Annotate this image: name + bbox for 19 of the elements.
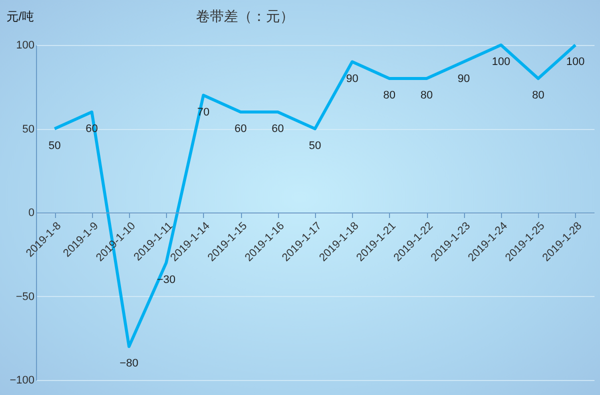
- data-label: 80: [420, 90, 433, 102]
- data-label: 90: [346, 72, 358, 85]
- data-label: 60: [234, 123, 247, 135]
- data-label: 80: [532, 90, 544, 102]
- data-label: 100: [492, 56, 510, 68]
- y-tick-label: −50: [16, 290, 34, 303]
- y-tick-label: 50: [22, 123, 34, 136]
- data-label: 80: [383, 90, 396, 102]
- data-label: −80: [120, 358, 138, 370]
- data-label: 90: [458, 72, 470, 85]
- y-tick-label: −100: [10, 374, 34, 386]
- data-label: 50: [308, 140, 322, 152]
- y-axis-title: 元/吨: [6, 10, 34, 24]
- y-tick-label: 0: [28, 207, 34, 219]
- y-tick-label: 100: [16, 40, 34, 52]
- data-label: 50: [48, 140, 61, 152]
- chart-title: 卷带差（：元）: [196, 8, 294, 24]
- data-label: 60: [272, 123, 284, 135]
- data-label: 100: [566, 56, 585, 68]
